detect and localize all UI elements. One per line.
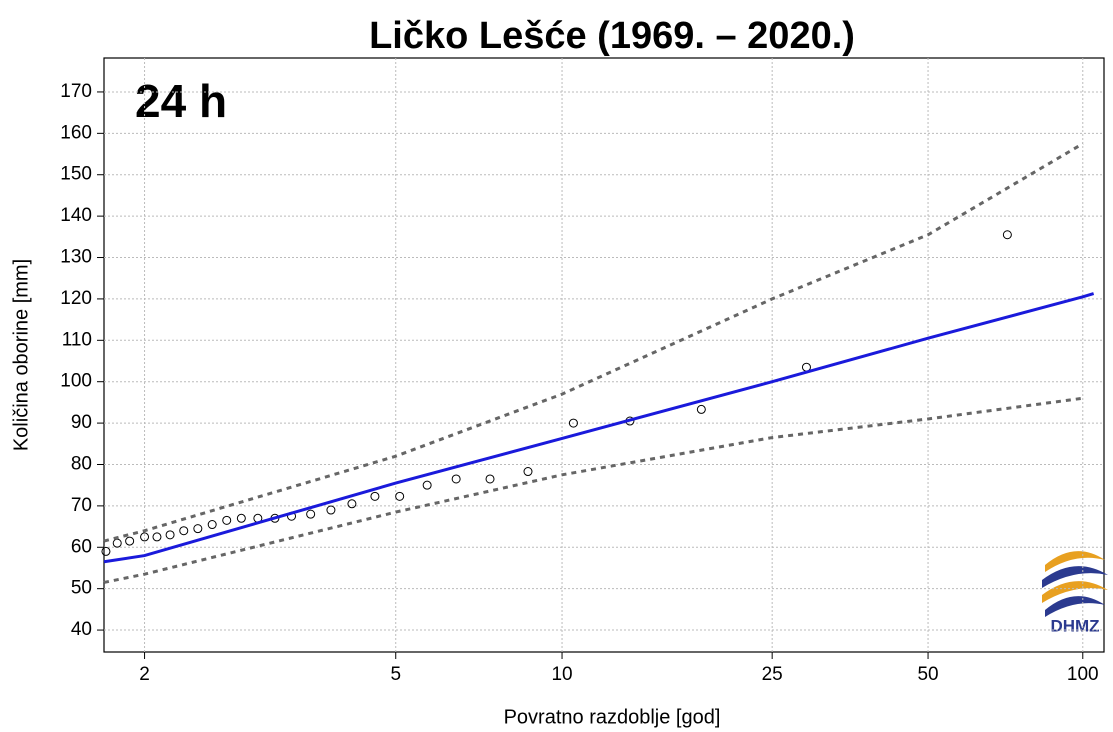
x-tick-label: 25: [762, 664, 783, 685]
y-tick-label: 90: [71, 412, 92, 433]
y-tick-label: 160: [60, 122, 92, 143]
y-tick-label: 140: [60, 205, 92, 226]
data-point: [485, 474, 495, 484]
y-tick-label: 60: [71, 536, 92, 557]
x-axis-label: Povratno razdoblje [god]: [504, 706, 721, 728]
chart-title: Ličko Lešće (1969. – 2020.): [369, 15, 855, 57]
x-tick-label: 5: [390, 664, 401, 685]
data-point: [422, 480, 432, 490]
y-tick-label: 130: [60, 247, 92, 268]
data-point: [370, 491, 380, 501]
data-point: [207, 520, 217, 530]
y-tick-label: 50: [71, 578, 92, 599]
data-point: [140, 532, 150, 542]
data-point: [395, 491, 405, 501]
data-point: [179, 526, 189, 536]
data-point: [568, 418, 578, 428]
logo-swirl: [1042, 566, 1108, 588]
logo: DHMZ: [1042, 551, 1108, 635]
plot-frame: [103, 57, 1105, 653]
y-tick-label: 170: [60, 81, 92, 102]
logo-swirl: [1045, 596, 1105, 617]
y-tick-label: 100: [60, 371, 92, 392]
logo-swirl: [1045, 551, 1105, 572]
data-point: [101, 546, 111, 556]
x-tick-label: 50: [917, 664, 938, 685]
fit-line: [103, 292, 1095, 564]
data-point: [152, 532, 162, 542]
data-point: [326, 505, 336, 515]
data-point: [236, 513, 246, 523]
confidence-line: [103, 396, 1083, 584]
x-tick-label: 10: [551, 664, 572, 685]
x-tick-label: 100: [1067, 664, 1099, 685]
data-point: [222, 515, 232, 525]
data-point: [165, 530, 175, 540]
data-point: [112, 538, 122, 548]
y-tick-label: 70: [71, 495, 92, 516]
y-tick-label: 40: [71, 619, 92, 640]
logo-swirl: [1042, 581, 1108, 603]
data-point: [193, 524, 203, 534]
data-point: [451, 474, 461, 484]
y-tick-label: 110: [62, 329, 92, 350]
confidence-line: [103, 142, 1084, 543]
logo-text: DHMZ: [1050, 616, 1099, 635]
y-tick-label: 150: [60, 164, 92, 185]
data-point: [1002, 230, 1012, 240]
data-point: [696, 404, 706, 414]
data-point: [523, 467, 533, 477]
data-point: [306, 509, 316, 519]
data-point: [125, 536, 135, 546]
data-point: [347, 499, 357, 509]
y-tick-label: 120: [60, 288, 92, 309]
annotation: 24 h: [135, 75, 227, 127]
y-tick-label: 80: [71, 454, 92, 475]
y-axis-label: Količina oborine [mm]: [10, 259, 32, 451]
x-tick-label: 2: [139, 664, 150, 685]
